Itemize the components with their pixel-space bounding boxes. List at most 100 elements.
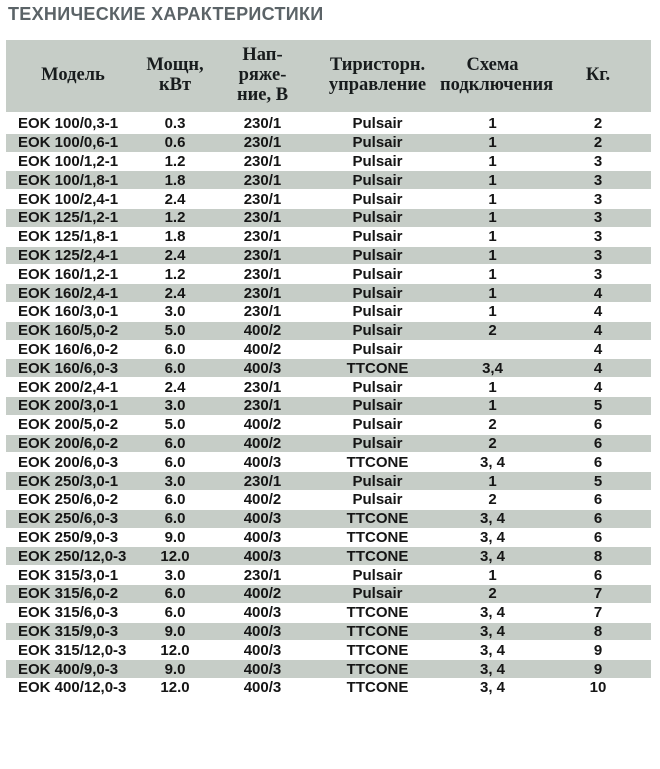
cell-scheme: 1 — [440, 227, 545, 247]
cell-power: 5.0 — [140, 321, 210, 341]
cell-weight: 6 — [545, 415, 651, 435]
cell-model: EOK 400/9,0-3 — [6, 659, 140, 679]
cell-scheme: 1 — [440, 152, 545, 172]
cell-model: EOK 125/2,4-1 — [6, 246, 140, 266]
cell-weight: 4 — [545, 321, 651, 341]
cell-model: EOK 250/12,0-3 — [6, 546, 140, 567]
cell-model: EOK 200/5,0-2 — [6, 415, 140, 435]
cell-voltage: 400/3 — [210, 546, 315, 567]
cell-model: EOK 200/2,4-1 — [6, 377, 140, 397]
table-header: Модель Мощн, кВт Нап- ряже- ние, В Тирис… — [6, 40, 651, 115]
col-header-scheme: Схема подключения — [440, 40, 553, 115]
table-row: EOK 160/5,0-2 5.0 400/2 Pulsair 2 4 — [6, 321, 651, 341]
cell-control: Pulsair — [315, 264, 440, 285]
cell-weight: 3 — [545, 152, 651, 172]
cell-voltage: 400/3 — [210, 509, 315, 529]
col-header-weight: Кг. — [545, 40, 651, 115]
col-header-model: Модель — [6, 40, 140, 115]
cell-scheme — [440, 340, 545, 360]
cell-power: 6.0 — [140, 603, 210, 623]
cell-control: Pulsair — [315, 189, 440, 209]
cell-voltage: 230/1 — [210, 264, 315, 285]
cell-model: EOK 100/1,2-1 — [6, 152, 140, 172]
cell-scheme: 1 — [440, 264, 545, 285]
cell-weight: 6 — [545, 565, 651, 585]
cell-control: TTCONE — [315, 659, 440, 679]
cell-weight: 5 — [545, 471, 651, 491]
col-header-power: Мощн, кВт — [140, 40, 210, 115]
spec-table: Модель Мощн, кВт Нап- ряже- ние, В Тирис… — [6, 40, 651, 698]
cell-power: 9.0 — [140, 659, 210, 679]
cell-weight: 4 — [545, 283, 651, 303]
cell-power: 3.0 — [140, 302, 210, 322]
cell-power: 9.0 — [140, 528, 210, 548]
cell-model: EOK 100/0,6-1 — [6, 133, 140, 153]
cell-voltage: 400/3 — [210, 622, 315, 642]
cell-model: EOK 100/1,8-1 — [6, 170, 140, 191]
cell-model: EOK 400/12,0-3 — [6, 678, 140, 698]
cell-power: 2.4 — [140, 283, 210, 303]
cell-control: Pulsair — [315, 246, 440, 266]
cell-control: TTCONE — [315, 603, 440, 623]
cell-power: 2.4 — [140, 246, 210, 266]
cell-power: 2.4 — [140, 377, 210, 397]
cell-model: EOK 160/6,0-3 — [6, 358, 140, 379]
cell-scheme: 2 — [440, 415, 545, 435]
cell-model: EOK 315/12,0-3 — [6, 640, 140, 661]
table-row: EOK 100/1,8-1 1.8 230/1 Pulsair 1 3 — [6, 170, 651, 191]
cell-power: 1.2 — [140, 264, 210, 285]
cell-model: EOK 315/6,0-3 — [6, 603, 140, 623]
cell-control: Pulsair — [315, 170, 440, 191]
cell-voltage: 230/1 — [210, 113, 315, 134]
cell-weight: 3 — [545, 208, 651, 228]
cell-power: 6.0 — [140, 358, 210, 379]
cell-weight: 8 — [545, 622, 651, 642]
cell-model: EOK 160/1,2-1 — [6, 264, 140, 285]
table-row: EOK 315/6,0-2 6.0 400/2 Pulsair 2 7 — [6, 584, 651, 604]
cell-power: 1.8 — [140, 227, 210, 247]
cell-model: EOK 315/3,0-1 — [6, 565, 140, 585]
cell-power: 0.3 — [140, 113, 210, 134]
cell-model: EOK 160/6,0-2 — [6, 340, 140, 360]
cell-control: TTCONE — [315, 622, 440, 642]
cell-weight: 4 — [545, 340, 651, 360]
cell-control: TTCONE — [315, 546, 440, 567]
cell-control: Pulsair — [315, 415, 440, 435]
cell-power: 2.4 — [140, 189, 210, 209]
table-row: EOK 125/2,4-1 2.4 230/1 Pulsair 1 3 — [6, 246, 651, 266]
cell-model: EOK 160/5,0-2 — [6, 321, 140, 341]
cell-weight: 7 — [545, 603, 651, 623]
cell-scheme: 1 — [440, 471, 545, 491]
cell-power: 1.8 — [140, 170, 210, 191]
cell-scheme: 3, 4 — [440, 603, 545, 623]
cell-voltage: 400/3 — [210, 659, 315, 679]
cell-model: EOK 250/3,0-1 — [6, 471, 140, 491]
cell-weight: 6 — [545, 528, 651, 548]
cell-voltage: 230/1 — [210, 170, 315, 191]
table-row: EOK 125/1,2-1 1.2 230/1 Pulsair 1 3 — [6, 208, 651, 228]
cell-control: TTCONE — [315, 452, 440, 473]
cell-voltage: 400/2 — [210, 415, 315, 435]
cell-scheme: 2 — [440, 584, 545, 604]
cell-model: EOK 160/3,0-1 — [6, 302, 140, 322]
cell-scheme: 1 — [440, 302, 545, 322]
table-row: EOK 160/6,0-3 6.0 400/3 TTCONE 3,4 4 — [6, 358, 651, 379]
table-row: EOK 200/6,0-2 6.0 400/2 Pulsair 2 6 — [6, 434, 651, 454]
cell-control: Pulsair — [315, 227, 440, 247]
cell-control: Pulsair — [315, 434, 440, 454]
cell-control: Pulsair — [315, 377, 440, 397]
cell-model: EOK 100/2,4-1 — [6, 189, 140, 209]
cell-power: 6.0 — [140, 509, 210, 529]
cell-voltage: 230/1 — [210, 471, 315, 491]
cell-voltage: 230/1 — [210, 377, 315, 397]
cell-power: 12.0 — [140, 546, 210, 567]
table-row: EOK 100/1,2-1 1.2 230/1 Pulsair 1 3 — [6, 152, 651, 172]
cell-control: Pulsair — [315, 565, 440, 585]
cell-voltage: 400/3 — [210, 640, 315, 661]
cell-weight: 4 — [545, 302, 651, 322]
table-row: EOK 125/1,8-1 1.8 230/1 Pulsair 1 3 — [6, 227, 651, 247]
table-body: EOK 100/0,3-1 0.3 230/1 Pulsair 1 2 EOK 100/0,… — [6, 113, 651, 698]
cell-control: TTCONE — [315, 358, 440, 379]
